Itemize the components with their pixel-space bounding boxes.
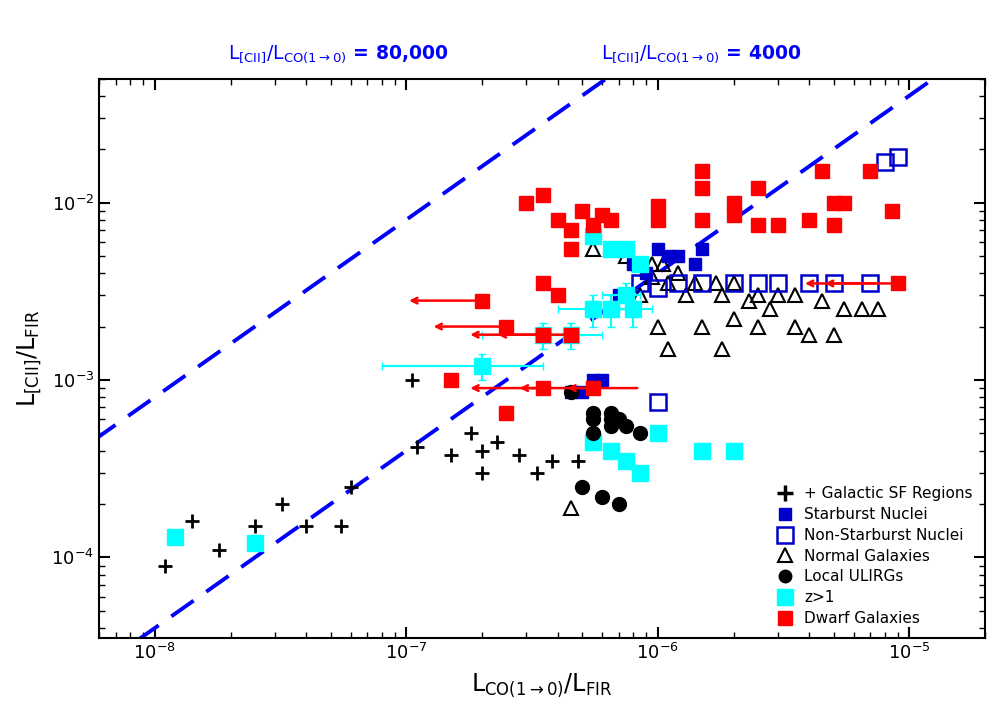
Text: $\mathrm{L_{[CII]}/L_{CO(1\to0)}}$ = 80,000: $\mathrm{L_{[CII]}/L_{CO(1\to0)}}$ = 80,…: [228, 44, 449, 64]
Y-axis label: $\mathrm{L_{[CII]}/L_{FIR}}$: $\mathrm{L_{[CII]}/L_{FIR}}$: [15, 310, 43, 407]
Text: $\mathrm{L_{[CII]}/L_{CO(1\to0)}}$ = 4000: $\mathrm{L_{[CII]}/L_{CO(1\to0)}}$ = 400…: [601, 44, 802, 64]
Legend: + Galactic SF Regions, Starburst Nuclei, Non-Starburst Nuclei, Normal Galaxies, : + Galactic SF Regions, Starburst Nuclei,…: [769, 482, 977, 630]
X-axis label: $\mathrm{L_{CO(1\to0)}/L_{FIR}}$: $\mathrm{L_{CO(1\to0)}/L_{FIR}}$: [471, 672, 613, 699]
